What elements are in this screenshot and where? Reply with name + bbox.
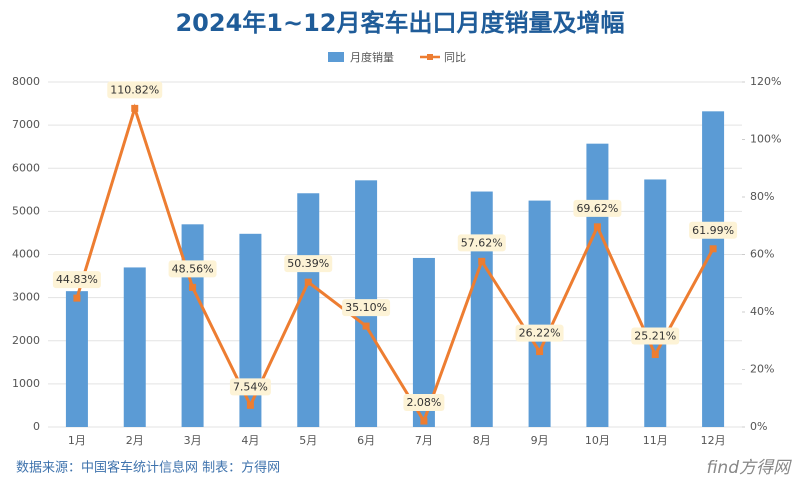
value-label: 110.82% <box>110 83 159 96</box>
value-label-bg <box>689 221 738 239</box>
bar <box>123 267 146 427</box>
value-label: 61.99% <box>692 224 734 237</box>
legend-swatch <box>328 52 344 62</box>
y2-tick-label: 40% <box>750 305 774 318</box>
bar <box>644 179 667 427</box>
y-tick-label: 5000 <box>12 204 40 217</box>
legend-label: 月度销量 <box>350 50 394 64</box>
y2-tick-label: 120% <box>750 75 781 88</box>
chart-title: 2024年1~12月客车出口月度销量及增幅 <box>175 9 624 37</box>
value-label: 69.62% <box>576 202 618 215</box>
value-label: 26.22% <box>519 327 561 340</box>
line-marker <box>709 245 717 253</box>
value-label: 50.39% <box>287 257 329 270</box>
value-label-bg <box>515 324 564 342</box>
line-marker <box>304 278 312 286</box>
bar <box>181 224 204 427</box>
line-marker <box>246 401 254 409</box>
bar <box>412 257 435 427</box>
y2-tick-label: 100% <box>750 133 781 146</box>
line-marker <box>478 257 486 265</box>
value-label-bg <box>284 255 333 273</box>
bar <box>470 191 493 427</box>
line-marker <box>593 223 601 231</box>
y2-tick-label: 20% <box>750 363 774 376</box>
value-label: 25.21% <box>634 330 676 343</box>
y-tick-label: 2000 <box>12 334 40 347</box>
value-label-bg <box>631 327 680 345</box>
y2-tick-label: 0% <box>750 420 767 433</box>
value-label-bg <box>342 299 391 317</box>
bar <box>702 111 725 427</box>
line-marker <box>651 351 659 359</box>
y-tick-label: 3000 <box>12 291 40 304</box>
bar <box>65 291 88 427</box>
bar <box>528 200 551 427</box>
y-tick-label: 8000 <box>12 75 40 88</box>
line-marker <box>362 322 370 330</box>
y2-tick-label: 60% <box>750 248 774 261</box>
x-tick-label: 3月 <box>184 434 202 447</box>
x-tick-label: 4月 <box>241 434 259 447</box>
value-label-bg <box>168 260 217 278</box>
line <box>75 103 715 425</box>
line-marker <box>536 348 544 356</box>
x-tick-label: 8月 <box>473 434 491 447</box>
x-tick-label: 12月 <box>701 434 726 447</box>
y-tick-label: 4000 <box>12 248 40 261</box>
value-label: 44.83% <box>56 273 98 286</box>
x-tick-label: 2月 <box>126 434 144 447</box>
line-marker <box>420 417 428 425</box>
y-tick-label: 1000 <box>12 377 40 390</box>
legend-marker <box>427 54 433 60</box>
x-tick-label: 9月 <box>531 434 549 447</box>
value-label-bg <box>107 81 163 99</box>
line-marker <box>189 283 197 291</box>
logo: find方得网 <box>706 458 792 478</box>
x-tick-label: 6月 <box>357 434 375 447</box>
line-marker <box>131 104 139 112</box>
x-tick-label: 5月 <box>299 434 317 447</box>
value-label: 35.10% <box>345 301 387 314</box>
footnote: 数据来源：中国客车统计信息网 制表：方得网 <box>16 460 280 476</box>
y2-tick-label: 80% <box>750 190 774 203</box>
value-label-bg <box>457 234 506 252</box>
x-tick-label: 10月 <box>585 434 610 447</box>
y-tick-label: 6000 <box>12 161 40 174</box>
value-label: 57.62% <box>461 236 503 249</box>
value-label: 48.56% <box>172 262 214 275</box>
value-label: 7.54% <box>233 380 268 393</box>
x-tick-label: 7月 <box>415 434 433 447</box>
bar <box>586 143 609 427</box>
value-label: 2.08% <box>406 396 441 409</box>
x-tick-label: 1月 <box>68 434 86 447</box>
value-label-bg <box>403 394 445 412</box>
value-label-bg <box>52 271 101 289</box>
y-tick-label: 7000 <box>12 118 40 131</box>
x-tick-label: 11月 <box>643 434 668 447</box>
bar <box>297 193 320 427</box>
y-tick-label: 0 <box>33 420 40 433</box>
bar <box>239 233 262 427</box>
line-marker <box>73 294 81 302</box>
legend-label: 同比 <box>444 51 466 64</box>
value-label-bg <box>229 378 271 396</box>
value-label-bg <box>573 199 622 217</box>
